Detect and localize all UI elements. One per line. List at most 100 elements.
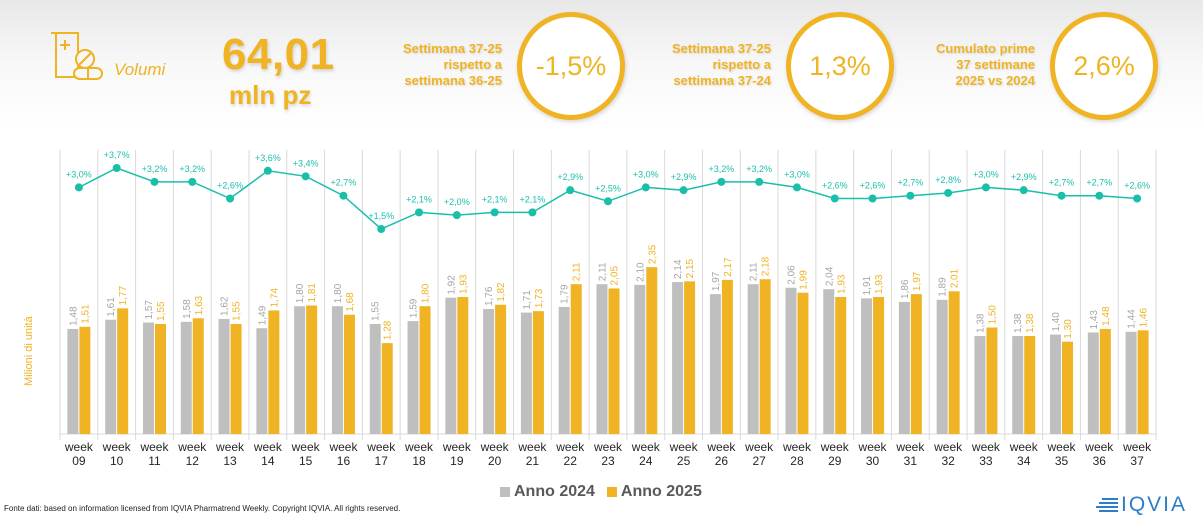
x-tick-label-week: week [291, 440, 321, 454]
data-label-2024: 2,10 [635, 262, 646, 282]
data-label-2024: 1,57 [144, 300, 155, 320]
growth-label: +2,7% [331, 178, 357, 188]
kpi-week-vs-prev-week-circle: -1,5% [517, 12, 625, 120]
bar-2025 [608, 288, 620, 434]
bar-2025 [117, 308, 129, 434]
bar-2024 [1012, 336, 1024, 434]
growth-label: +3,0% [66, 169, 92, 179]
x-tick-label-number: 12 [186, 454, 200, 468]
x-tick-label-week: week [404, 440, 434, 454]
growth-label: +2,6% [217, 181, 243, 191]
kpi-label-line: Cumulato prime [936, 41, 1035, 56]
bar-2025 [343, 314, 355, 434]
data-label-2025: 2,05 [610, 266, 621, 286]
bar-2024 [407, 321, 419, 434]
growth-label: +1,5% [368, 211, 394, 221]
bar-2025 [873, 296, 885, 434]
x-tick-label-number: 18 [412, 454, 426, 468]
data-label-2024: 1,49 [257, 305, 268, 325]
x-tick-label-number: 10 [110, 454, 124, 468]
bar-2024 [369, 323, 381, 434]
data-label-2025: 1,73 [534, 288, 545, 308]
x-tick-label-week: week [744, 440, 774, 454]
x-tick-label-week: week [253, 440, 283, 454]
bar-2025 [268, 310, 280, 434]
growth-point [981, 183, 990, 192]
bar-2025 [230, 323, 242, 434]
data-label-2025: 1,48 [1101, 306, 1112, 326]
data-label-2024: 1,43 [1089, 310, 1100, 330]
bar-2024 [445, 297, 457, 434]
data-label-2025: 2,35 [647, 244, 658, 264]
growth-label: +2,7% [1049, 178, 1075, 188]
growth-label: +2,1% [520, 194, 546, 204]
bar-2024 [974, 336, 986, 434]
data-label-2024: 1,92 [446, 275, 457, 295]
bar-2024 [180, 321, 192, 434]
data-label-2025: 2,17 [723, 257, 734, 277]
kpi-label-line: 37 settimane [956, 57, 1035, 72]
source-footnote: Fonte dati: based on information license… [4, 504, 401, 513]
data-label-2025: 1,74 [269, 288, 280, 308]
growth-point [301, 172, 310, 181]
x-tick-label-week: week [64, 440, 94, 454]
kpi-cumulative-label: Cumulato prime 37 settimane 2025 vs 2024 [912, 41, 1035, 89]
growth-point [452, 211, 461, 220]
data-label-2025: 1,55 [156, 301, 167, 321]
data-label-2024: 1,91 [862, 275, 873, 295]
data-label-2024: 2,11 [749, 262, 760, 281]
data-label-2025: 1,80 [421, 283, 432, 303]
data-label-2025: 1,38 [1025, 313, 1036, 333]
bar-2025 [1024, 336, 1036, 434]
growth-point [679, 186, 688, 195]
x-tick-label-week: week [895, 440, 925, 454]
x-tick-label-number: 17 [375, 454, 389, 468]
kpi-label-line: Settimana 37-25 [403, 41, 502, 56]
bar-2025 [684, 281, 696, 434]
data-label-2025: 1,28 [383, 320, 394, 340]
bar-2025 [532, 311, 544, 434]
bar-2024 [1087, 332, 1099, 434]
kpi-label-line: rispetto a [712, 57, 771, 72]
data-label-2024: 1,44 [1127, 309, 1138, 329]
growth-point [263, 166, 272, 175]
growth-label: +3,7% [104, 150, 130, 160]
x-tick-label-week: week [139, 440, 169, 454]
bar-2024 [785, 287, 797, 434]
bar-2025 [646, 267, 658, 434]
bar-2025 [910, 294, 922, 434]
growth-point [566, 186, 575, 195]
bar-2024 [1125, 331, 1137, 434]
data-label-2024: 1,62 [220, 296, 231, 316]
data-label-2025: 1,63 [194, 295, 205, 315]
growth-label: +2,5% [595, 183, 621, 193]
bar-2025 [306, 305, 318, 434]
x-tick-label-number: 26 [715, 454, 729, 468]
x-tick-label-number: 21 [526, 454, 540, 468]
bar-2024 [558, 306, 570, 434]
bar-2024 [1050, 334, 1062, 434]
growth-point [415, 208, 424, 217]
x-tick-label-number: 24 [639, 454, 653, 468]
data-label-2025: 1,50 [987, 305, 998, 325]
growth-point [112, 164, 121, 172]
bar-2024 [936, 299, 948, 434]
chart-legend: Anno 2024 Anno 2025 [500, 483, 702, 501]
growth-point [188, 177, 197, 186]
bar-2024 [747, 284, 759, 434]
growth-point [792, 183, 801, 192]
growth-point [377, 225, 386, 233]
growth-point [755, 177, 764, 186]
x-tick-label-week: week [177, 440, 207, 454]
x-tick-label-week: week [706, 440, 736, 454]
growth-point [1095, 191, 1104, 200]
x-tick-label-week: week [1084, 440, 1114, 454]
growth-label: +2,1% [406, 194, 432, 204]
kpi-label-line: 2025 vs 2024 [955, 73, 1035, 88]
data-label-2024: 1,89 [938, 277, 949, 297]
growth-label: +3,0% [633, 169, 659, 179]
data-label-2024: 1,79 [560, 284, 571, 304]
growth-label: +2,6% [860, 181, 886, 191]
x-tick-label-number: 13 [223, 454, 237, 468]
x-tick-label-number: 20 [488, 454, 502, 468]
